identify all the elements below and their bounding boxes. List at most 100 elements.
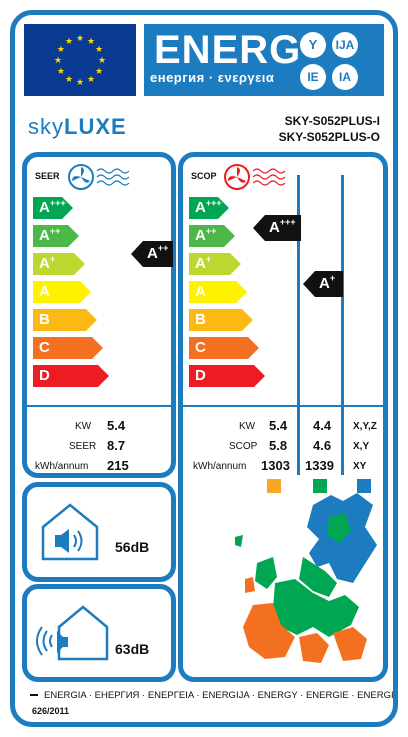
scop-kw-value-warmer: 4.4 xyxy=(313,418,332,433)
eu-flag-icon: ★ ★ ★ ★ ★ ★ ★ ★ ★ ★ ★ ★ xyxy=(24,24,136,96)
scop-kw-value-colder: X,Y,Z xyxy=(353,421,377,432)
scop-warm-sup: + xyxy=(329,273,336,283)
seer-class-letter: A xyxy=(39,255,50,272)
scop-class-bar: A+ xyxy=(189,253,241,275)
eu-star: ★ xyxy=(65,36,73,46)
seer-class-bar: A++ xyxy=(33,225,79,247)
scop-class-sup: + xyxy=(205,254,212,264)
eu-star: ★ xyxy=(98,55,106,65)
scop-class-sup: ++ xyxy=(205,226,217,236)
eu-star: ★ xyxy=(54,55,62,65)
scop-class-letter: B xyxy=(195,311,206,328)
zone-colder-swatch xyxy=(357,479,371,493)
seer-seer-label: SEER xyxy=(69,441,97,452)
scop-class-letter: C xyxy=(195,339,206,356)
seer-class-bar: A xyxy=(33,281,91,303)
fan-snowflake-icon xyxy=(68,164,130,190)
label-frame xyxy=(10,10,398,727)
seer-class-letter: D xyxy=(39,367,50,384)
lang-code-y: Y xyxy=(300,32,326,58)
seer-annual-label: kWh/annum xyxy=(35,461,89,472)
scop-column-divider-1 xyxy=(297,175,300,475)
eu-star: ★ xyxy=(87,74,95,84)
scop-class-letter: A xyxy=(195,199,206,216)
seer-class-bar: D xyxy=(33,365,109,387)
scop-scop-value-warmer: 4.6 xyxy=(313,438,332,453)
europe-climate-zones-map xyxy=(235,493,377,663)
footer-dash xyxy=(30,694,38,697)
scop-class-bar: C xyxy=(189,337,259,359)
seer-label: SEER xyxy=(35,171,60,181)
scop-avg-letter: A xyxy=(269,219,280,236)
scop-class-bar: A++ xyxy=(189,225,235,247)
seer-rating-letter: A xyxy=(147,245,158,262)
energy-word: ENERG xyxy=(154,28,302,72)
indoor-speaker-house-icon xyxy=(41,503,99,561)
lang-code-ia: IA xyxy=(332,64,358,90)
outdoor-noise-value: 63dB xyxy=(115,641,150,657)
brand-part-1: sky xyxy=(28,114,64,139)
seer-class-bar: A+ xyxy=(33,253,85,275)
scop-scop-label: SCOP xyxy=(229,441,258,452)
seer-rating-sup: ++ xyxy=(157,243,169,253)
footer-languages-text: ENERGIA · ЕНЕРГИЯ · ENEPΓEIA · ENERGIJA … xyxy=(44,690,394,701)
seer-seer-value: 8.7 xyxy=(107,438,126,453)
zone-average-swatch xyxy=(267,479,281,493)
fan-heat-icon xyxy=(224,164,286,190)
seer-class-bar: B xyxy=(33,309,97,331)
seer-kw-label: KW xyxy=(75,421,92,432)
seer-class-letter: A xyxy=(39,227,50,244)
seer-rating-pointer: A++ xyxy=(131,241,173,267)
seer-class-letter: A xyxy=(39,283,50,300)
scop-divider xyxy=(183,405,383,407)
outdoor-speaker-house-icon xyxy=(36,605,109,661)
brand-part-2: LUXE xyxy=(64,114,127,139)
indoor-noise-value: 56dB xyxy=(115,539,150,555)
eu-star: ★ xyxy=(95,66,103,76)
eu-star: ★ xyxy=(65,74,73,84)
scop-panel: SCOP A+++ A++ A+ A B C D A+++ A+ KW 5.4 4.4 X,… xyxy=(178,152,388,682)
scop-class-bar: A xyxy=(189,281,247,303)
scop-scop-value-colder: X,Y xyxy=(353,441,370,452)
scop-scop-value-average: 5.8 xyxy=(269,438,288,453)
lang-code-ie: IE xyxy=(300,64,326,90)
seer-class-letter: C xyxy=(39,339,50,356)
scop-annual-value-colder: XY xyxy=(353,461,367,472)
scop-kw-value-average: 5.4 xyxy=(269,418,288,433)
model-outdoor: SKY-S052PLUS-O xyxy=(278,130,380,144)
energy-subtitle: енергия · ενεργεια xyxy=(150,70,275,85)
seer-class-bar: C xyxy=(33,337,103,359)
scop-class-letter: A xyxy=(195,227,206,244)
scop-warm-letter: A xyxy=(319,275,330,292)
scop-avg-sup: +++ xyxy=(279,217,296,227)
scop-class-bar: D xyxy=(189,365,265,387)
model-indoor: SKY-S052PLUS-I xyxy=(284,114,380,128)
eu-star: ★ xyxy=(76,33,84,43)
eu-star: ★ xyxy=(76,77,84,87)
seer-class-sup: + xyxy=(49,254,56,264)
scop-class-bar: B xyxy=(189,309,253,331)
scop-kw-label: KW xyxy=(239,421,256,432)
seer-class-sup: +++ xyxy=(49,198,66,208)
seer-annual-value: 215 xyxy=(107,458,129,473)
scop-class-letter: D xyxy=(195,367,206,384)
scop-rating-average-pointer: A+++ xyxy=(253,215,301,241)
seer-panel: SEER A+++ A++ A+ A B C D A++ KW 5.4 SEER 8.7 k… xyxy=(22,152,176,478)
scop-annual-label: kWh/annum xyxy=(193,461,247,472)
seer-class-letter: A xyxy=(39,199,50,216)
scop-class-letter: A xyxy=(195,283,206,300)
eu-star: ★ xyxy=(57,44,65,54)
eu-star: ★ xyxy=(57,66,65,76)
scop-class-sup: +++ xyxy=(205,198,222,208)
eu-star: ★ xyxy=(87,36,95,46)
scop-column-divider-2 xyxy=(341,175,344,475)
brand-logo: skyLUXE xyxy=(28,114,127,140)
scop-annual-value-average: 1303 xyxy=(261,458,290,473)
eu-star: ★ xyxy=(95,44,103,54)
seer-kw-value: 5.4 xyxy=(107,418,126,433)
scop-annual-value-warmer: 1339 xyxy=(305,458,334,473)
footer-languages: ENERGIA · ЕНЕРГИЯ · ENEPΓEIA · ENERGIJA … xyxy=(30,690,394,701)
zone-warmer-swatch xyxy=(313,479,327,493)
regulation-number: 626/2011 xyxy=(32,706,70,716)
indoor-noise-panel: 56dB xyxy=(22,482,176,582)
